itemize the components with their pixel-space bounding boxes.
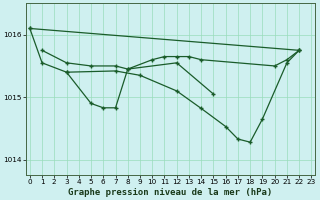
X-axis label: Graphe pression niveau de la mer (hPa): Graphe pression niveau de la mer (hPa) [68, 188, 273, 197]
